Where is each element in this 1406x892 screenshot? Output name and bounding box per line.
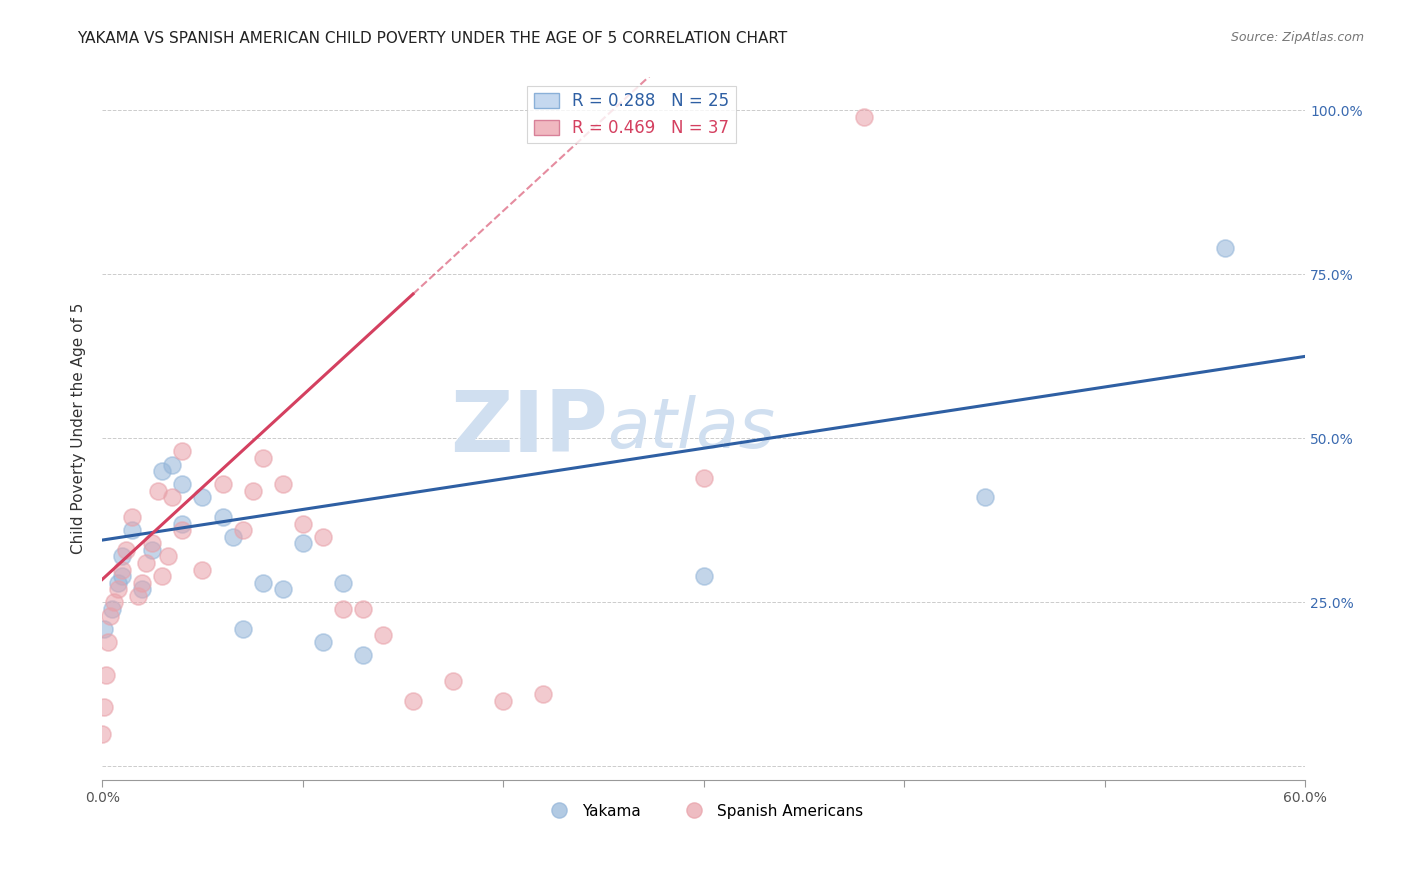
Text: Source: ZipAtlas.com: Source: ZipAtlas.com [1230, 31, 1364, 45]
Point [352, 602, 374, 616]
Point [332, 575, 354, 590]
Point [121, 523, 143, 537]
Point [252, 575, 274, 590]
Point [127, 589, 149, 603]
Point [135, 556, 157, 570]
Point [111, 563, 134, 577]
Point [693, 569, 716, 583]
Point [107, 582, 129, 597]
Point [141, 536, 163, 550]
Point [98, 608, 121, 623]
Point [157, 549, 180, 564]
Point [103, 595, 125, 609]
Point [352, 648, 374, 662]
Point [91, 726, 114, 740]
Point [97, 635, 120, 649]
Point [162, 458, 184, 472]
Point [252, 451, 274, 466]
Point [121, 510, 143, 524]
Text: ZIP: ZIP [450, 387, 607, 470]
Point [172, 516, 194, 531]
Point [291, 516, 314, 531]
Point [93, 622, 115, 636]
Point [312, 530, 335, 544]
Point [693, 471, 716, 485]
Point [441, 674, 464, 689]
Point [232, 523, 254, 537]
Point [232, 622, 254, 636]
Point [172, 523, 194, 537]
Point [211, 477, 233, 491]
Point [492, 694, 515, 708]
Legend: Yakama, Spanish Americans: Yakama, Spanish Americans [538, 797, 870, 824]
Point [115, 543, 138, 558]
Point [402, 694, 425, 708]
Point [107, 575, 129, 590]
Point [150, 569, 173, 583]
Point [853, 110, 876, 124]
Y-axis label: Child Poverty Under the Age of 5: Child Poverty Under the Age of 5 [72, 303, 86, 554]
Text: YAKAMA VS SPANISH AMERICAN CHILD POVERTY UNDER THE AGE OF 5 CORRELATION CHART: YAKAMA VS SPANISH AMERICAN CHILD POVERTY… [77, 31, 787, 46]
Point [191, 563, 214, 577]
Point [211, 510, 233, 524]
Point [271, 477, 294, 491]
Point [111, 549, 134, 564]
Point [111, 569, 134, 583]
Point [242, 483, 264, 498]
Point [131, 582, 153, 597]
Point [101, 602, 124, 616]
Point [973, 491, 995, 505]
Point [221, 530, 243, 544]
Point [191, 491, 214, 505]
Point [150, 464, 173, 478]
Point [172, 477, 194, 491]
Point [148, 483, 170, 498]
Point [271, 582, 294, 597]
Point [172, 444, 194, 458]
Point [131, 575, 153, 590]
Point [291, 536, 314, 550]
Text: atlas: atlas [607, 395, 776, 462]
Point [312, 635, 335, 649]
Point [141, 543, 163, 558]
Point [162, 491, 184, 505]
Point [96, 667, 118, 681]
Point [93, 700, 115, 714]
Point [531, 687, 554, 701]
Point [332, 602, 354, 616]
Point [1213, 241, 1236, 255]
Point [371, 628, 394, 642]
